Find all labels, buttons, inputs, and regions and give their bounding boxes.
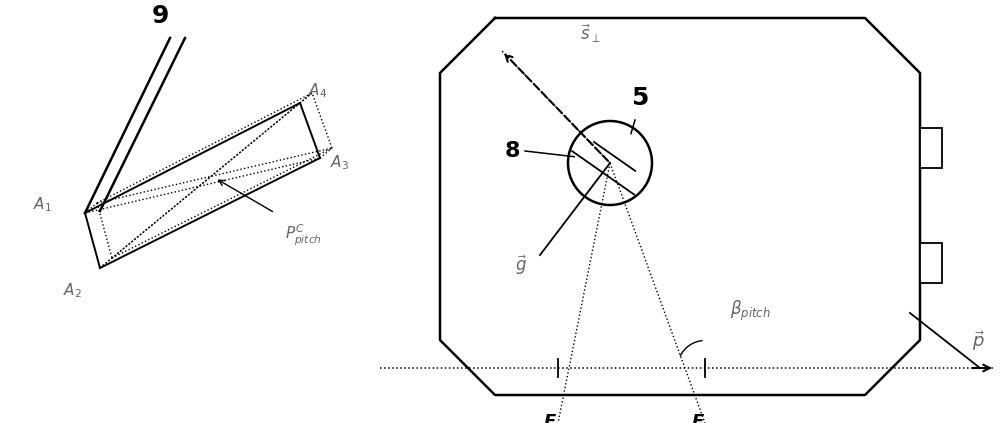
Text: $A_2$: $A_2$ [63,281,81,300]
Bar [920,128,942,168]
Text: $A_4$: $A_4$ [308,82,327,100]
Text: $\boldsymbol{F}$: $\boldsymbol{F}$ [691,413,705,423]
Text: 5: 5 [631,86,649,110]
Text: $\boldsymbol{E}$: $\boldsymbol{E}$ [543,413,557,423]
Text: 9: 9 [151,4,169,28]
Text: 8: 8 [505,141,520,161]
Text: $A_3$: $A_3$ [330,154,349,172]
Text: $\beta_{pitch}$: $\beta_{pitch}$ [730,299,771,323]
Bar [920,243,942,283]
Text: $A_1$: $A_1$ [33,196,52,214]
Text: $\vec{g}$: $\vec{g}$ [515,253,527,277]
Text: $\vec{p}$: $\vec{p}$ [972,329,985,353]
Text: $P^C_{pitch}$: $P^C_{pitch}$ [285,223,322,248]
Text: $\vec{s}_\perp$: $\vec{s}_\perp$ [580,22,601,45]
